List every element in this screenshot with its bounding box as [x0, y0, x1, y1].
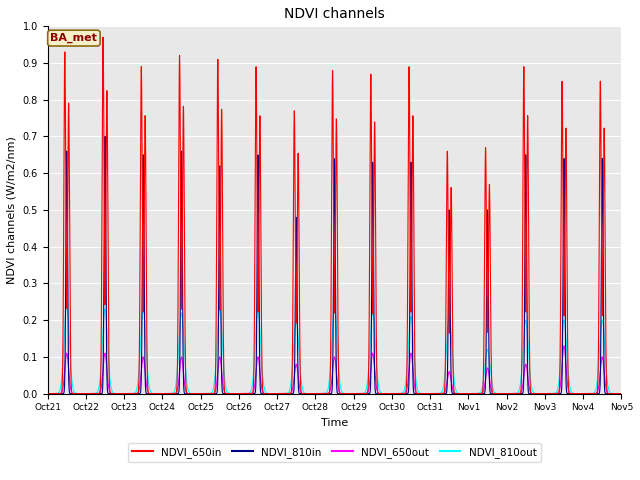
NDVI_810out: [259, 370, 266, 375]
NDVI_650in: [495, 391, 503, 396]
NDVI_650in: [166, 391, 174, 396]
NDVI_810in: [414, 391, 422, 396]
Legend: NDVI_650in, NDVI_810in, NDVI_650out, NDVI_810out: NDVI_650in, NDVI_810in, NDVI_650out, NDV…: [128, 443, 541, 462]
NDVI_650in: [99, 35, 107, 40]
NDVI_810out: [161, 391, 168, 396]
NDVI_810out: [616, 391, 623, 396]
Title: NDVI channels: NDVI channels: [284, 7, 385, 21]
NDVI_650in: [616, 391, 623, 396]
Line: NDVI_650in: NDVI_650in: [47, 37, 621, 394]
NDVI_810out: [495, 391, 503, 396]
NDVI_650out: [161, 391, 168, 396]
NDVI_810in: [618, 391, 625, 396]
Line: NDVI_810in: NDVI_810in: [47, 136, 621, 394]
NDVI_650out: [618, 391, 625, 396]
NDVI_650in: [618, 391, 625, 396]
Line: NDVI_650out: NDVI_650out: [47, 346, 621, 394]
Line: NDVI_810out: NDVI_810out: [47, 305, 621, 394]
NDVI_650out: [166, 391, 174, 396]
NDVI_810in: [259, 391, 266, 396]
NDVI_650out: [259, 388, 266, 394]
NDVI_810in: [161, 391, 168, 396]
NDVI_650in: [44, 391, 51, 396]
NDVI_650out: [495, 391, 503, 396]
NDVI_650out: [414, 391, 422, 396]
NDVI_650out: [560, 343, 568, 349]
NDVI_650out: [44, 391, 51, 396]
X-axis label: Time: Time: [321, 418, 348, 428]
NDVI_810out: [44, 391, 51, 396]
NDVI_810out: [166, 391, 174, 396]
NDVI_810in: [101, 133, 109, 139]
NDVI_810out: [414, 388, 422, 394]
NDVI_650in: [259, 383, 266, 389]
NDVI_810out: [63, 302, 70, 308]
Y-axis label: NDVI channels (W/m2/nm): NDVI channels (W/m2/nm): [7, 136, 17, 284]
NDVI_650in: [414, 391, 422, 396]
NDVI_810in: [44, 391, 51, 396]
NDVI_650out: [616, 391, 623, 396]
NDVI_810out: [618, 391, 625, 396]
NDVI_810in: [166, 391, 174, 396]
NDVI_650in: [161, 391, 168, 396]
NDVI_810in: [616, 391, 623, 396]
NDVI_810in: [495, 391, 503, 396]
Text: BA_met: BA_met: [51, 33, 97, 43]
